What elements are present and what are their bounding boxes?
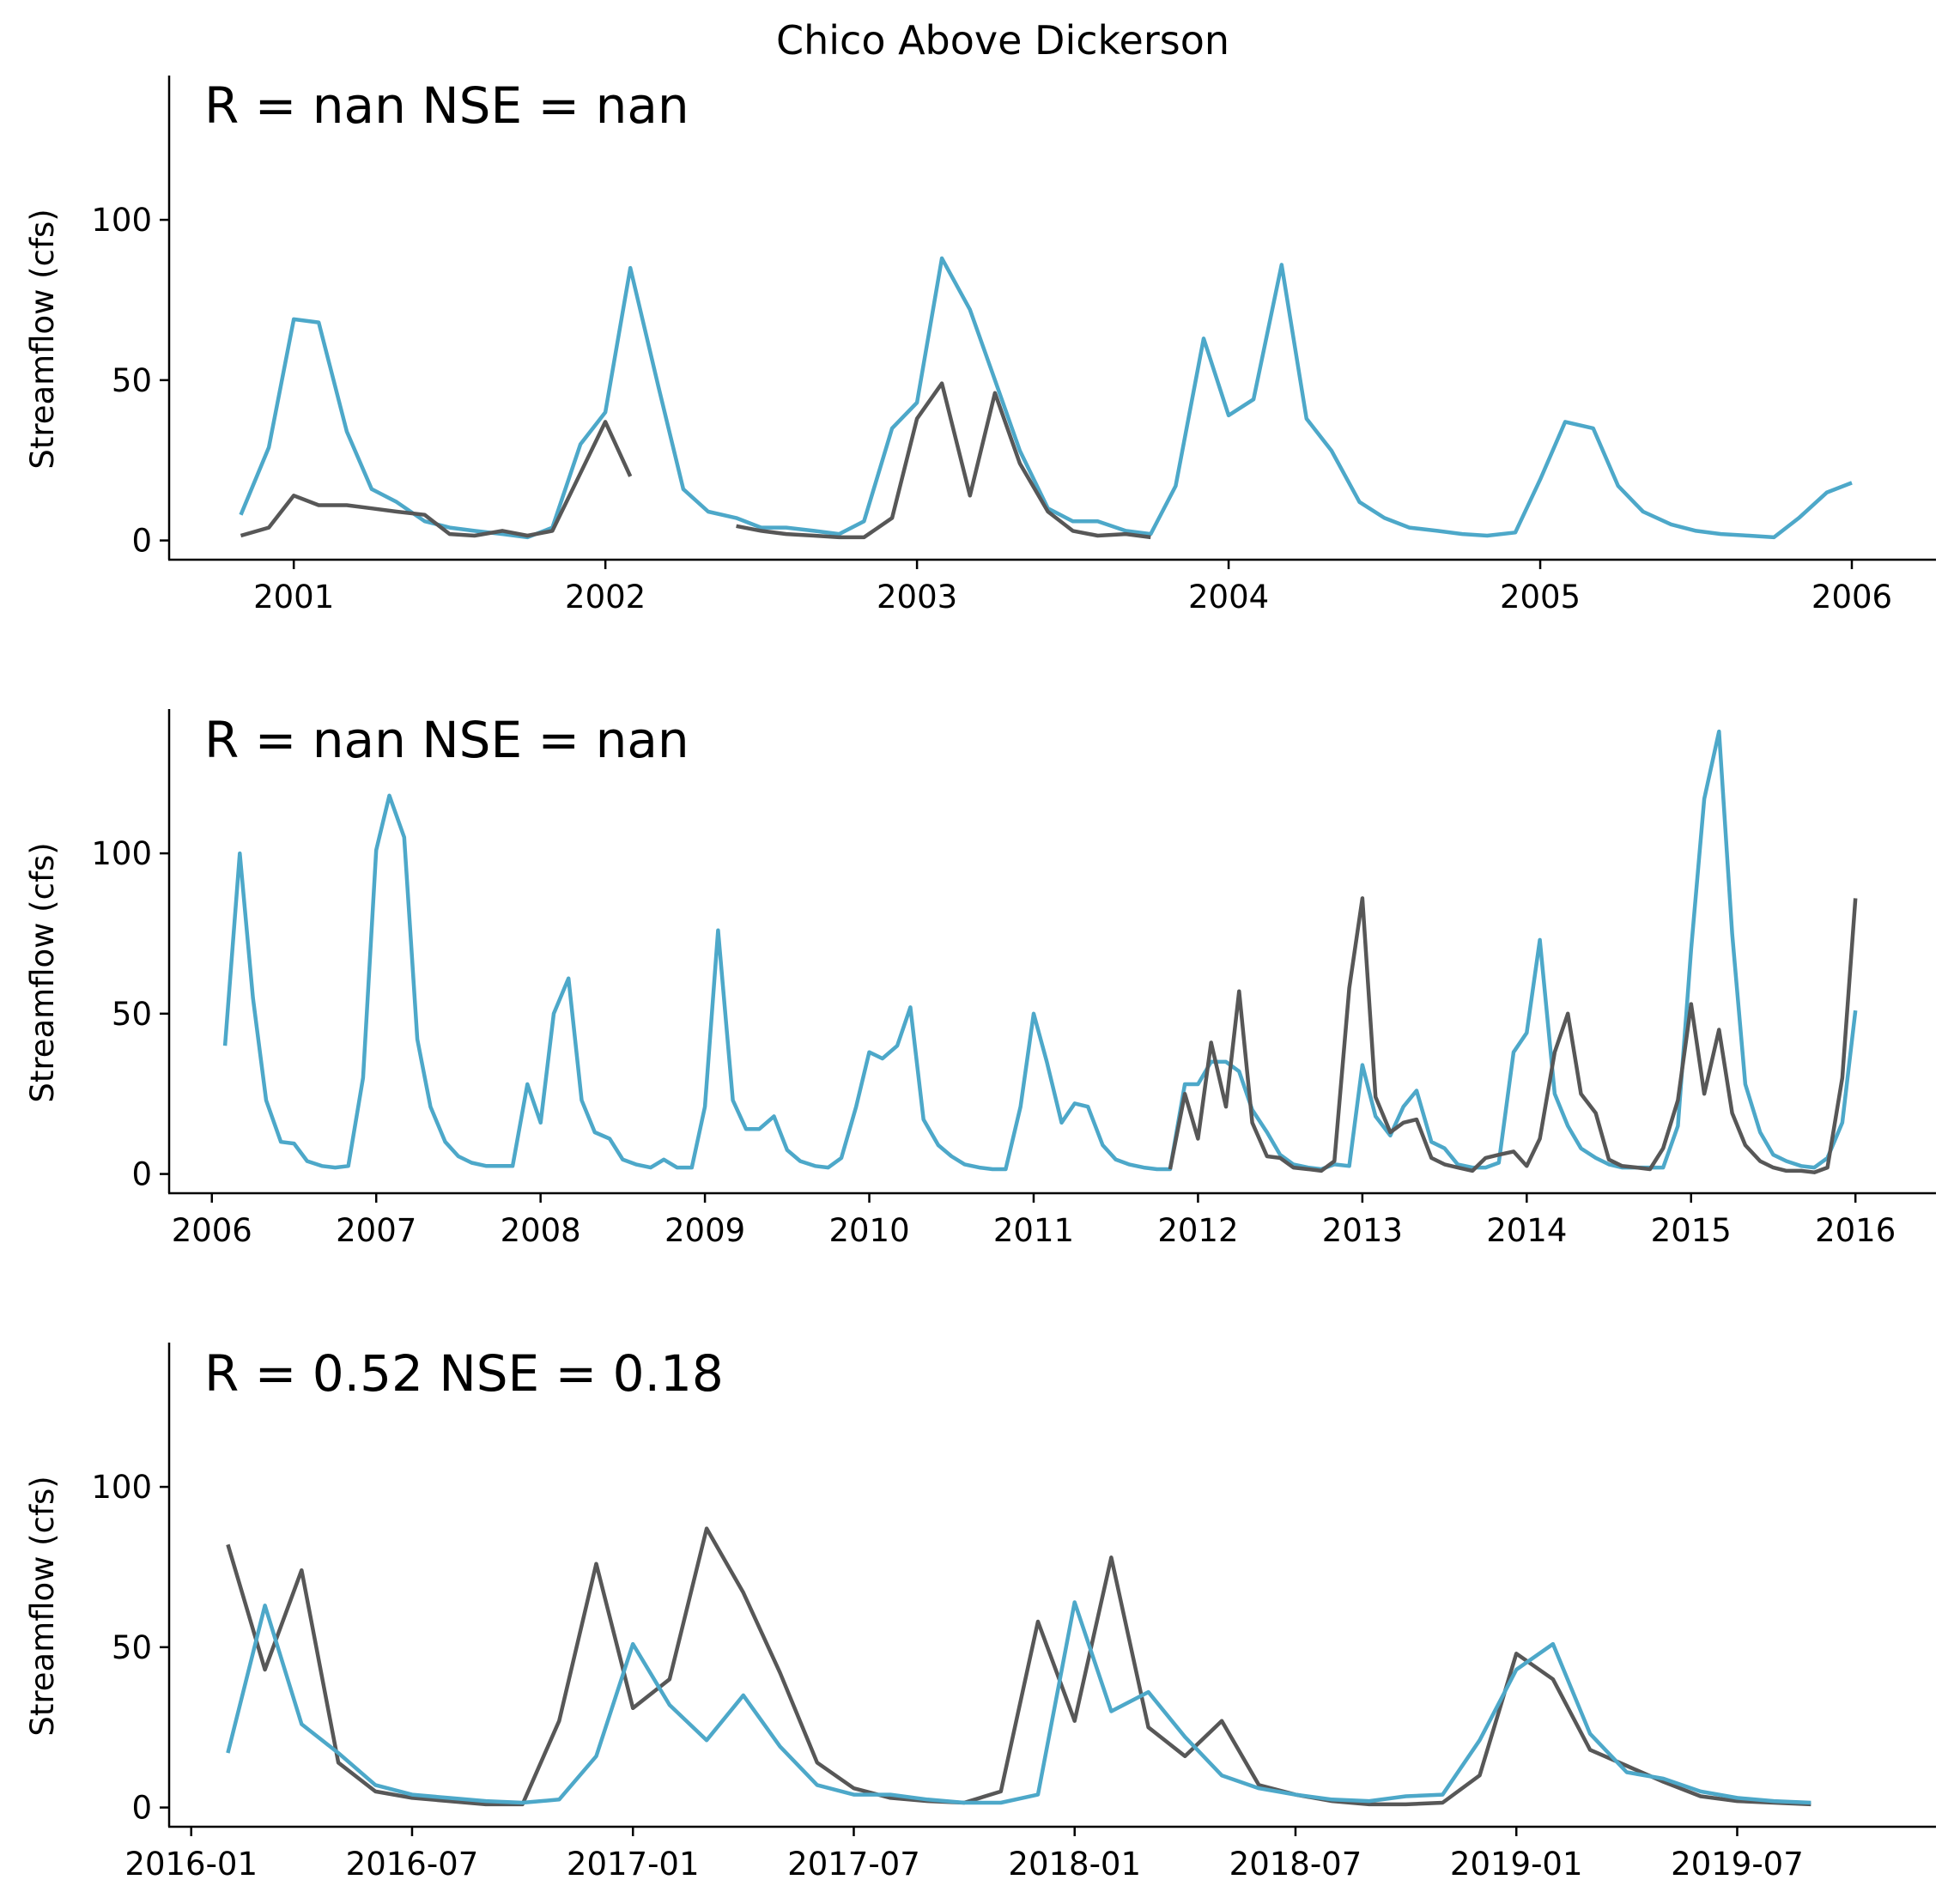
- panel-3-x-tick-label: 2017-07: [787, 1846, 920, 1883]
- panel-1-y-tick-label: 0: [131, 523, 152, 560]
- panel-3-y-tick-label: 0: [131, 1790, 152, 1827]
- panel-2-x-tick-label: 2013: [1322, 1212, 1403, 1249]
- panel-3-x-tick-label: 2017-01: [567, 1846, 700, 1883]
- panel-3: R = 0.52 NSE = 0.18 Streamflow (cfs) 0 50…: [24, 1343, 1936, 1883]
- panel-3-x-tick-label: 2018-01: [1008, 1846, 1141, 1883]
- panel-3-y-tick-label: 50: [112, 1629, 152, 1666]
- panel-1-x-tick-label: 2002: [565, 579, 646, 615]
- panel-3-plot-area: 0 50 100 2016-01 2016-07 2017-01 2017-07 2018-0…: [91, 1469, 1811, 1883]
- panel-2-x-tick-label: 2012: [1157, 1212, 1238, 1249]
- panel-1-x-tick-label: 2003: [877, 579, 957, 615]
- panel-2-observed-line: [1168, 896, 1858, 1174]
- panel-3-stat-text: R = 0.52 NSE = 0.18: [204, 1344, 724, 1403]
- panel-3-observed-line: [226, 1526, 1811, 1807]
- panel-1-observed-line-segment-2: [736, 381, 1151, 540]
- panel-3-x-tick-label: 2016-01: [124, 1846, 258, 1883]
- panel-3-x-tick-label: 2019-07: [1671, 1846, 1804, 1883]
- panel-1-y-tick-label: 100: [91, 202, 152, 239]
- panel-3-y-tick-label: 100: [91, 1469, 152, 1506]
- panel-1-observed-line-segment-1: [240, 420, 633, 538]
- panel-2-x-tick-label: 2016: [1815, 1212, 1896, 1249]
- panel-1-x-tick-label: 2005: [1500, 579, 1581, 615]
- panel-1-x-tick-label: 2001: [253, 579, 334, 615]
- panel-2-x-tick-label: 2011: [993, 1212, 1074, 1249]
- panel-2-y-tick-label: 50: [112, 996, 152, 1033]
- panel-2-y-tick-label: 100: [91, 835, 152, 872]
- panel-2-x-tick-label: 2010: [828, 1212, 909, 1249]
- panel-2-x-tick-label: 2015: [1651, 1212, 1732, 1249]
- panel-1-plot-area: 0 50 100 2001 2002 2003 2004 2005 2006: [91, 202, 1892, 615]
- panel-3-x-tick-label: 2016-07: [346, 1846, 479, 1883]
- panel-2-y-tick-label: 0: [131, 1156, 152, 1193]
- panel-1-y-tick-label: 50: [112, 362, 152, 399]
- panel-1-x-tick-label: 2006: [1811, 579, 1892, 615]
- panel-2-x-tick-label: 2007: [336, 1212, 416, 1249]
- panel-1: R = nan NSE = nan Streamflow (cfs) 0 50 10…: [24, 76, 1936, 615]
- panel-3-y-axis-label: Streamflow (cfs): [24, 1476, 61, 1736]
- panel-2-x-tick-label: 2014: [1486, 1212, 1567, 1249]
- panel-2-stat-text: R = nan NSE = nan: [204, 711, 689, 769]
- panel-2-x-tick-label: 2006: [172, 1212, 252, 1249]
- panel-1-y-axis-label: Streamflow (cfs): [24, 209, 61, 469]
- panel-2-x-tick-label: 2008: [501, 1212, 581, 1249]
- panel-1-simulated-line: [239, 256, 1853, 540]
- panel-2-plot-area: 0 50 100 2006 2007 2008 2009 2010 2011 2012 2013 20…: [91, 729, 1896, 1249]
- panel-1-stat-text: R = nan NSE = nan: [204, 76, 689, 135]
- panel-2-simulated-line: [222, 729, 1858, 1172]
- panel-3-simulated-line: [226, 1600, 1811, 1805]
- panel-2: R = nan NSE = nan Streamflow (cfs) 0 50 10…: [24, 709, 1936, 1249]
- panel-3-x-tick-label: 2018-07: [1229, 1846, 1362, 1883]
- figure-title: Chico Above Dickerson: [776, 17, 1229, 64]
- panel-3-x-tick-label: 2019-01: [1450, 1846, 1583, 1883]
- panel-1-x-tick-label: 2004: [1188, 579, 1269, 615]
- panel-2-x-tick-label: 2009: [664, 1212, 745, 1249]
- panel-2-y-axis-label: Streamflow (cfs): [24, 842, 61, 1102]
